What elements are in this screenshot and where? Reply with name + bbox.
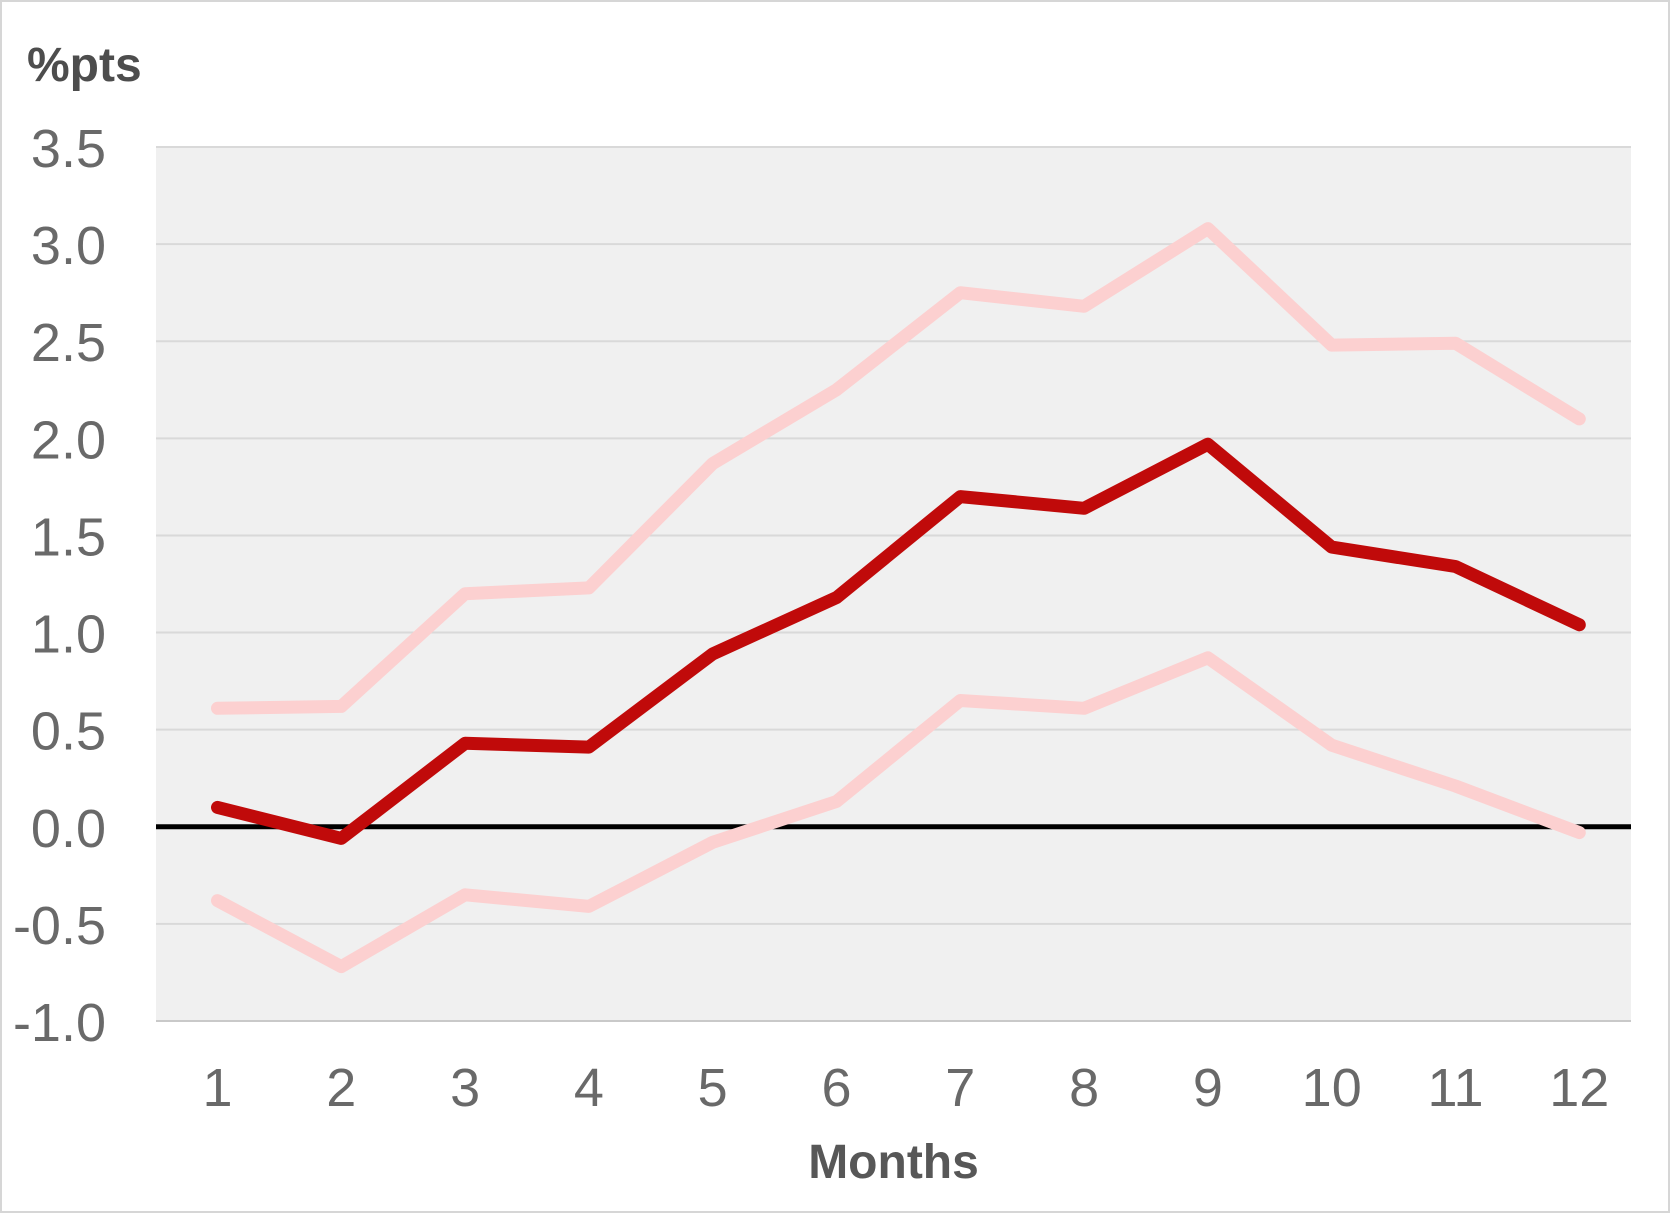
x-tick-label: 6 [821,1058,851,1118]
x-axis-title: Months [808,1136,979,1189]
x-tick-label: 1 [202,1058,232,1118]
y-tick-label: 2.5 [31,313,106,373]
x-tick-label: 5 [698,1058,728,1118]
series-line-lower-confidence-band [211,651,1586,974]
x-tick-label: 2 [326,1058,356,1118]
x-tick-label: 3 [450,1058,480,1118]
y-tick-label: 0.0 [31,799,106,859]
series-line-central-estimate [211,437,1586,845]
x-tick-label: 9 [1193,1058,1223,1118]
y-tick-label: 1.0 [31,605,106,665]
y-axis-title: %pts [27,39,142,92]
y-tick-label: -0.5 [13,896,106,956]
x-tick-label: 12 [1549,1058,1609,1118]
series-line-upper-confidence-band [211,222,1586,715]
x-tick-label: 10 [1302,1058,1362,1118]
x-tick-label: 8 [1069,1058,1099,1118]
y-tick-label: 0.5 [31,702,106,762]
y-tick-label: 2.0 [31,410,106,470]
y-tick-label: -1.0 [13,993,106,1053]
y-tick-label: 3.5 [31,119,106,179]
y-tick-label: 1.5 [31,507,106,567]
plot-area-background [156,147,1631,1021]
x-tick-label: 4 [574,1058,604,1118]
x-tick-label: 11 [1427,1058,1483,1118]
y-tick-label: 3.0 [31,216,106,276]
x-tick-label: 7 [945,1058,975,1118]
